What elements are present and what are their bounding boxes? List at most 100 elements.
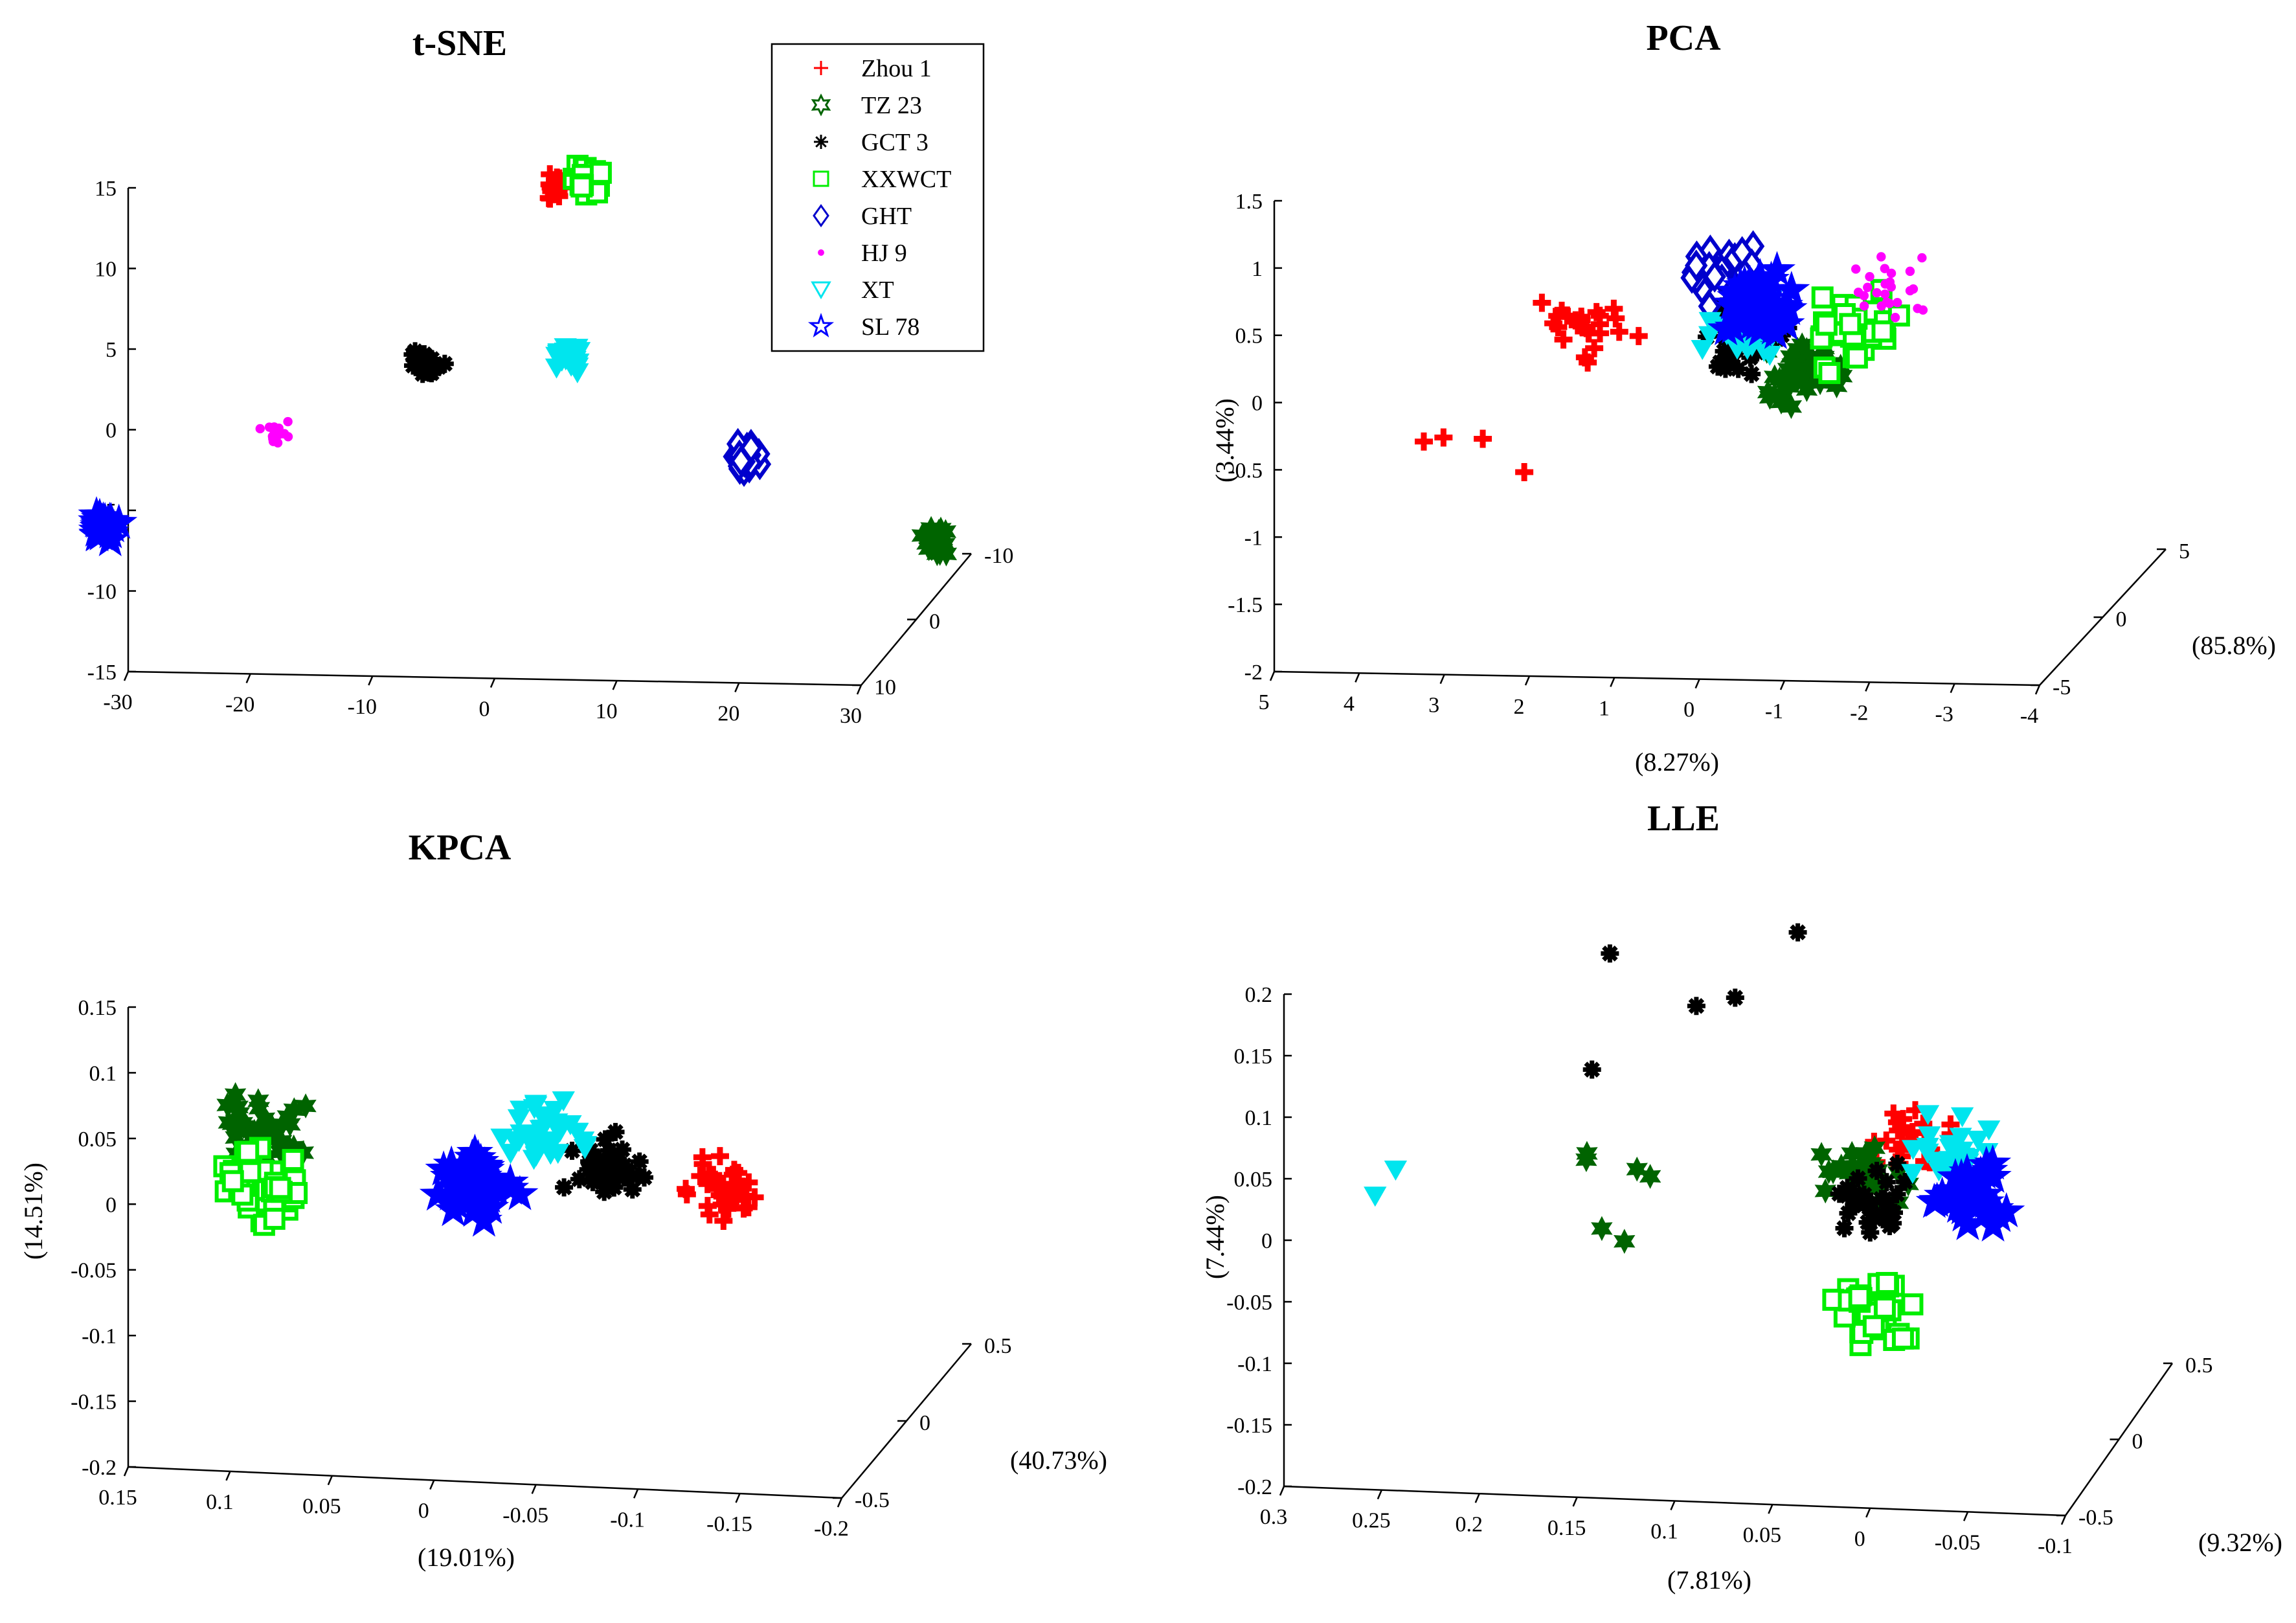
- data-point: [1748, 343, 1766, 362]
- data-point: [1863, 282, 1873, 292]
- data-point: [1977, 1120, 2001, 1141]
- data-point: [1886, 268, 1896, 278]
- data-point: [1533, 293, 1551, 312]
- chart-panel-kpca: KPCA -0.2 -0.15 -0.1 -0.05 0 0.05 0.1 0.15 0.15 0.…: [19, 828, 1107, 1572]
- data-point: [1757, 313, 1795, 349]
- data-point: [600, 1141, 618, 1160]
- y-tick-label: 1: [1252, 257, 1263, 281]
- data-point: [1924, 1176, 1961, 1212]
- data-point: [1877, 1205, 1896, 1224]
- x-tick-label: 0.05: [1743, 1523, 1782, 1547]
- x-tick-label: 0.3: [1260, 1505, 1288, 1529]
- data-point: [1950, 1107, 1974, 1128]
- data-point: [1626, 1156, 1648, 1182]
- data-point: [1815, 313, 1838, 336]
- x-tick-mark: [2060, 1515, 2067, 1525]
- data-point: [1849, 1169, 1867, 1188]
- data-point: [570, 1170, 589, 1188]
- data-point: [1768, 367, 1791, 392]
- data-point: [1414, 432, 1433, 451]
- data-point: [1894, 1109, 1913, 1128]
- data-point: [1848, 1286, 1871, 1308]
- data-point: [729, 1164, 748, 1183]
- legend-marker-pentagram-icon: [807, 312, 835, 337]
- data-point: [279, 1111, 301, 1137]
- legend-label: GCT 3: [861, 129, 929, 156]
- data-point: [1876, 301, 1886, 311]
- x-tick-label: 4: [1344, 692, 1355, 716]
- data-point: [1876, 1271, 1898, 1294]
- data-point: [1880, 279, 1890, 289]
- data-point: [420, 352, 438, 371]
- x-tick-label: -10: [348, 695, 377, 719]
- data-point: [1872, 1190, 1891, 1209]
- legend-box: [771, 43, 985, 352]
- y-tick-label: -1: [1244, 526, 1263, 550]
- y-tick-label: -2: [1244, 661, 1263, 685]
- y-tick-label: -0.1: [82, 1324, 117, 1348]
- data-point: [739, 431, 763, 464]
- y-tick-label: 0: [106, 419, 117, 443]
- x-axis-label: (8.27%): [1635, 747, 1719, 777]
- z-tick-label: 0: [2132, 1430, 2143, 1454]
- data-point: [1855, 1185, 1874, 1204]
- data-point: [1880, 289, 1890, 299]
- x-tick-mark: [1768, 1504, 1773, 1514]
- y-tick-label: -0.1: [1237, 1352, 1272, 1376]
- data-point: [1549, 318, 1568, 337]
- data-point: [1614, 1229, 1636, 1254]
- x-tick-label: 30: [840, 704, 862, 728]
- data-point: [1788, 923, 1807, 942]
- data-point: [1880, 264, 1890, 273]
- x-tick-label: -0.1: [610, 1508, 645, 1532]
- x-tick-label: -0.15: [706, 1512, 752, 1536]
- data-point: [1780, 394, 1803, 420]
- data-point: [1818, 1159, 1840, 1185]
- legend-entry: GCT 3: [814, 129, 929, 156]
- data-point: [507, 1109, 531, 1129]
- z-tick-label: 10: [874, 675, 896, 699]
- data-point: [1585, 339, 1604, 358]
- data-point: [677, 1185, 696, 1204]
- data-point: [420, 363, 439, 382]
- data-point: [282, 1149, 304, 1172]
- data-point: [1576, 1141, 1598, 1166]
- z-tick-label: -10: [984, 544, 1013, 568]
- x-tick-mark: [1474, 1493, 1480, 1503]
- data-point: [1742, 365, 1761, 383]
- x-tick-label: 0.1: [206, 1490, 234, 1514]
- data-point: [1835, 1219, 1854, 1238]
- data-point: [459, 1139, 497, 1174]
- legend-marker-triangle-down-icon: [811, 281, 831, 300]
- data-point: [501, 1175, 539, 1210]
- data-point: [1872, 288, 1882, 298]
- data-point: [1867, 1161, 1886, 1180]
- data-point: [1865, 271, 1874, 282]
- data-point: [1554, 330, 1573, 349]
- data-point: [1629, 326, 1648, 345]
- chart-title: t-SNE: [412, 23, 507, 63]
- data-point: [1974, 1144, 2012, 1180]
- y-tick-label: -0.15: [1226, 1414, 1272, 1438]
- x-tick-label: 0: [1683, 698, 1694, 722]
- data-point: [565, 1122, 589, 1143]
- data-point: [1905, 286, 1915, 296]
- x-tick-label: 10: [596, 699, 618, 723]
- z-tick-label: 0: [919, 1411, 930, 1435]
- x-tick-mark: [734, 683, 740, 692]
- data-point: [1918, 1126, 1941, 1147]
- legend-marker-diamond-icon: [813, 204, 829, 227]
- legend-entry: XXWCT: [813, 166, 951, 193]
- y-axis-label: (3.44%): [1210, 398, 1239, 482]
- data-point: [263, 1207, 286, 1230]
- data-point: [1606, 309, 1625, 328]
- data-point: [606, 1122, 625, 1141]
- data-point: [1880, 1217, 1899, 1236]
- data-point: [1877, 1173, 1896, 1192]
- y-tick-label: -1.5: [1228, 593, 1263, 617]
- data-point: [1582, 1060, 1601, 1079]
- data-point: [1901, 1293, 1924, 1316]
- x-tick-label: -20: [225, 693, 254, 717]
- data-point: [1434, 428, 1453, 447]
- x-tick-label: -3: [1935, 703, 1953, 727]
